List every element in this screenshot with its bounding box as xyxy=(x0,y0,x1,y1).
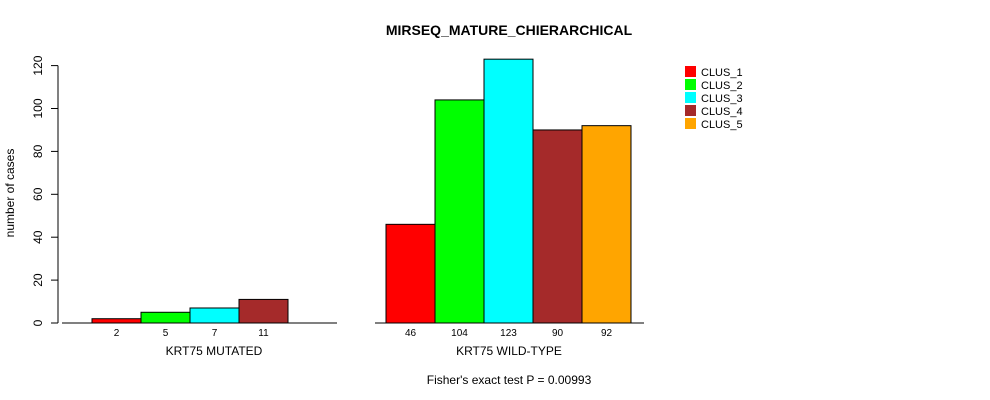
group-1: 2 5 7 11 KRT75 MUTATED xyxy=(62,298,337,358)
bar-count-label: 104 xyxy=(451,328,468,339)
legend-swatch-clus-2 xyxy=(685,79,696,90)
bar-count-label: 7 xyxy=(212,328,218,339)
bar-clus-1 xyxy=(385,223,436,324)
bar-clus-4 xyxy=(238,298,289,324)
bar-clus-3 xyxy=(189,307,240,324)
bar-count-label: 92 xyxy=(601,328,613,339)
bar-panels: 2 5 7 11 KRT75 MUTATED 46 104 123 90 92 KRT75 WILD… xyxy=(62,58,644,358)
bar-count-label: 123 xyxy=(500,328,517,339)
bar-count-label: 46 xyxy=(405,328,417,339)
y-axis: 0 20 40 60 80 100 120 xyxy=(31,55,59,326)
group-label: KRT75 WILD-TYPE xyxy=(456,344,562,358)
y-tick-label: 100 xyxy=(31,98,45,118)
bar-clus-3 xyxy=(483,58,534,324)
y-axis-label: number of cases xyxy=(3,149,17,238)
y-tick-label: 60 xyxy=(31,187,45,201)
legend-label-clus-5: CLUS_5 xyxy=(701,119,743,131)
bar-clus-2 xyxy=(140,311,191,324)
group-label: KRT75 MUTATED xyxy=(166,344,263,358)
legend-swatch-clus-1 xyxy=(685,66,696,77)
bar-clus-1 xyxy=(91,318,142,324)
y-tick-label: 120 xyxy=(31,55,45,75)
legend-label-clus-3: CLUS_3 xyxy=(701,93,743,105)
y-tick-label: 80 xyxy=(31,144,45,158)
chart-title: MIRSEQ_MATURE_CHIERARCHICAL xyxy=(386,22,633,38)
y-tick-label: 20 xyxy=(31,273,45,287)
y-tick-label: 0 xyxy=(31,319,45,326)
bar-count-label: 5 xyxy=(163,328,169,339)
legend-swatch-clus-4 xyxy=(685,105,696,116)
fisher-test-footnote: Fisher's exact test P = 0.00993 xyxy=(427,373,592,387)
bar-count-label: 90 xyxy=(552,328,564,339)
legend-label-clus-1: CLUS_1 xyxy=(701,67,743,79)
y-tick-label: 40 xyxy=(31,230,45,244)
bar-clus-2 xyxy=(434,99,485,324)
bar-count-label: 2 xyxy=(114,328,120,339)
legend-label-clus-2: CLUS_2 xyxy=(701,80,743,92)
bar-clus-5 xyxy=(581,125,632,324)
legend-swatch-clus-5 xyxy=(685,118,696,129)
legend-swatch-clus-3 xyxy=(685,92,696,103)
group-2: 46 104 123 90 92 KRT75 WILD-TYPE xyxy=(375,58,644,358)
bar-clus-4 xyxy=(532,129,583,324)
legend-label-clus-4: CLUS_4 xyxy=(701,106,743,118)
bar-count-label: 11 xyxy=(258,328,269,339)
